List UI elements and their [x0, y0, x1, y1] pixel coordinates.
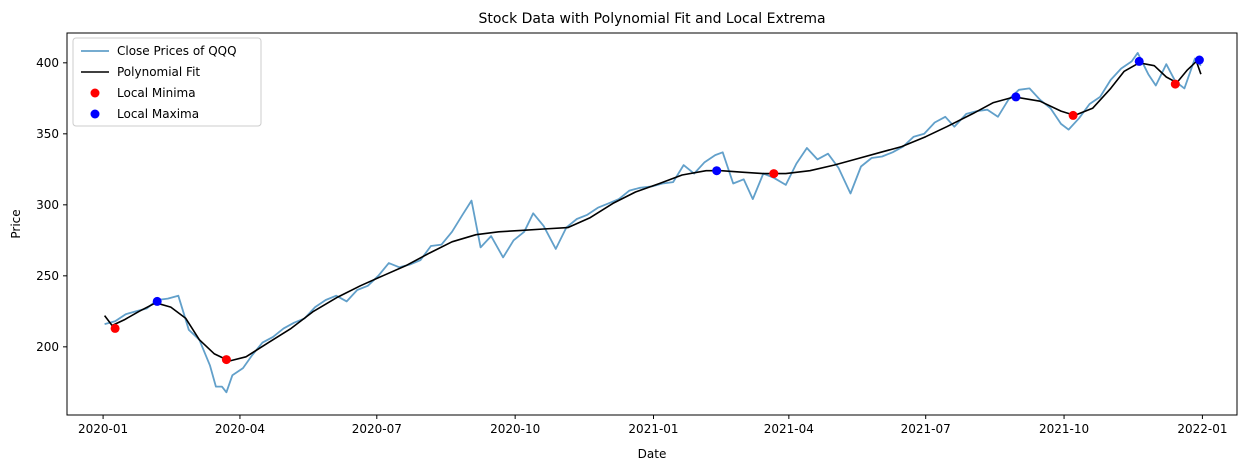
polynomial-fit-line — [103, 60, 1202, 362]
x-tick-label: 2021-01 — [628, 422, 678, 436]
local-minima-point — [1068, 110, 1078, 120]
x-tick-label: 2020-04 — [215, 422, 265, 436]
chart-title: Stock Data with Polynomial Fit and Local… — [478, 11, 825, 27]
local-minima-point — [769, 169, 779, 179]
local-maxima-point — [1011, 92, 1021, 102]
legend-label-local-maxima: Local Maxima — [117, 107, 199, 121]
y-tick-label: 250 — [36, 269, 59, 283]
legend-label-polynomial-fit-line: Polynomial Fit — [117, 65, 200, 79]
plot-frame — [66, 32, 1238, 416]
y-tick-label: 200 — [36, 340, 59, 354]
legend: Close Prices of QQQ Polynomial Fit Local M… — [72, 37, 262, 127]
y-axis: 200 250 300 350 400 — [36, 56, 67, 354]
x-tick-label: 2020-01 — [78, 422, 128, 436]
local-maxima-point — [1194, 55, 1204, 65]
legend-swatch-local-maxima — [90, 109, 100, 119]
x-tick-label: 2020-07 — [352, 422, 402, 436]
x-axis-label: Date — [638, 447, 667, 461]
local-maxima-point — [1134, 56, 1144, 66]
local-minima-point — [221, 355, 231, 365]
y-tick-label: 300 — [36, 198, 59, 212]
x-axis: 2020-01 2020-04 2020-07 2020-10 2021-01 2021-… — [78, 415, 1227, 436]
local-maxima-point — [152, 296, 162, 306]
plot-area — [103, 52, 1204, 394]
y-axis-label: Price — [9, 209, 23, 238]
local-maxima-point — [712, 166, 722, 176]
x-tick-label: 2020-10 — [490, 422, 540, 436]
y-tick-label: 400 — [36, 56, 59, 70]
x-tick-label: 2022-01 — [1177, 422, 1227, 436]
legend-label-close-prices-line: Close Prices of QQQ — [117, 44, 237, 58]
x-tick-label: 2021-07 — [901, 422, 951, 436]
y-tick-label: 350 — [36, 127, 59, 141]
x-tick-label: 2021-10 — [1039, 422, 1089, 436]
legend-box — [72, 37, 262, 127]
x-tick-label: 2021-04 — [764, 422, 814, 436]
legend-swatch-local-minima — [90, 88, 100, 98]
local-minima-point — [1170, 79, 1180, 89]
legend-label-local-minima: Local Minima — [117, 86, 196, 100]
local-minima-point — [110, 323, 120, 333]
